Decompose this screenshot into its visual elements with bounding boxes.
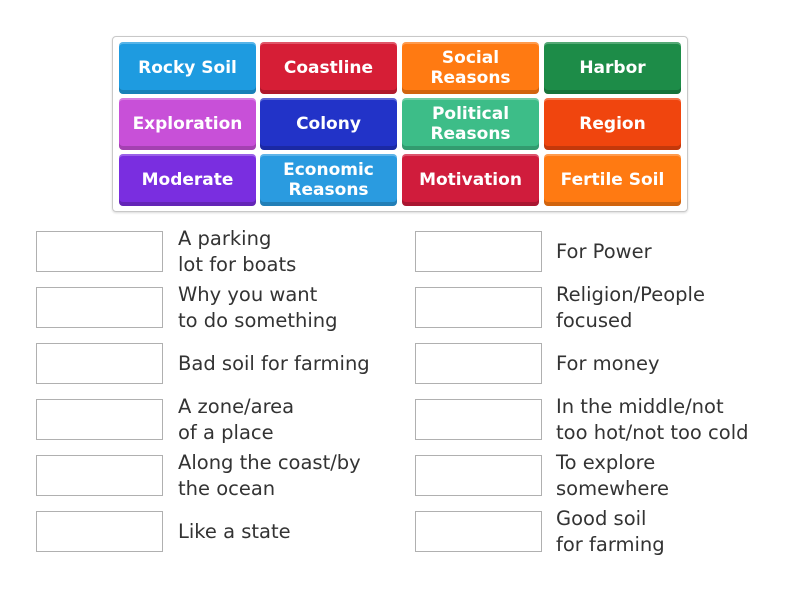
clue-text: In the middle/not too hot/not too cold (556, 395, 749, 444)
clue-text: Along the coast/by the ocean (178, 451, 361, 500)
draggable-tile-colony[interactable]: Colony (260, 98, 397, 150)
draggable-tile-rocky-soil[interactable]: Rocky Soil (119, 42, 256, 94)
clue-text: For Power (556, 240, 652, 263)
draggable-tile-coastline[interactable]: Coastline (260, 42, 397, 94)
clue-text: To explore somewhere (556, 451, 669, 500)
clue-text: For money (556, 352, 660, 375)
word-bank (112, 36, 688, 212)
drop-target-box[interactable] (36, 343, 163, 384)
draggable-tile-social-reasons[interactable]: Social Reasons (402, 42, 539, 94)
draggable-tile-motivation[interactable]: Motivation (402, 154, 539, 206)
drop-target-box[interactable] (415, 343, 542, 384)
drop-target-box[interactable] (415, 231, 542, 272)
draggable-tile-moderate[interactable]: Moderate (119, 154, 256, 206)
drop-target-box[interactable] (36, 231, 163, 272)
draggable-tile-economic-reasons[interactable]: Economic Reasons (260, 154, 397, 206)
drop-target-box[interactable] (415, 287, 542, 328)
clue-text: A parking lot for boats (178, 227, 297, 276)
draggable-tile-harbor[interactable]: Harbor (544, 42, 681, 94)
drop-target-box[interactable] (36, 399, 163, 440)
draggable-tile-fertile-soil[interactable]: Fertile Soil (544, 154, 681, 206)
drop-target-box[interactable] (36, 511, 163, 552)
drop-target-box[interactable] (415, 511, 542, 552)
draggable-tile-region[interactable]: Region (544, 98, 681, 150)
clue-text: Good soil for farming (556, 507, 665, 556)
drop-target-box[interactable] (36, 455, 163, 496)
drop-target-box[interactable] (36, 287, 163, 328)
clue-text: Why you want to do something (178, 283, 338, 332)
drop-target-box[interactable] (415, 399, 542, 440)
clue-text: Religion/People focused (556, 283, 705, 332)
clue-text: Like a state (178, 520, 291, 543)
clue-text: A zone/area of a place (178, 395, 295, 444)
draggable-tile-political-reasons[interactable]: Political Reasons (402, 98, 539, 150)
draggable-tile-exploration[interactable]: Exploration (119, 98, 256, 150)
clue-text: Bad soil for farming (178, 352, 370, 375)
drop-target-box[interactable] (415, 455, 542, 496)
